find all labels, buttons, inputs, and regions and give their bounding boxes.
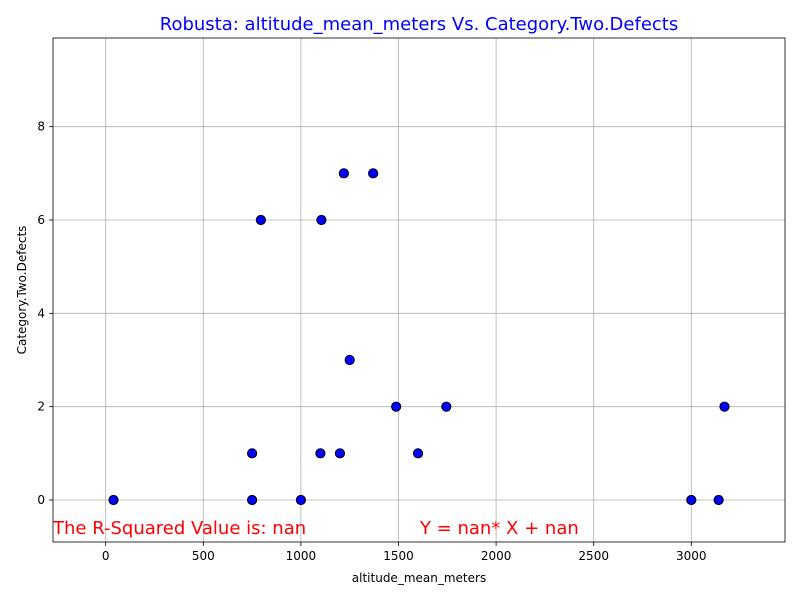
data-point	[334, 448, 346, 459]
data-point	[247, 448, 258, 459]
y-tick-label: 6	[37, 213, 45, 227]
y-tick-label: 4	[37, 306, 45, 320]
y-tick-label: 8	[37, 120, 45, 134]
data-point	[315, 448, 326, 459]
axis-ticks: 0 500 1000 1500 2000 2500 3000 0 2 4 6 8	[37, 120, 706, 563]
x-axis-label: altitude_mean_meters	[352, 571, 486, 585]
y-axis-label: Category.Two.Defects	[15, 226, 29, 355]
data-point	[247, 494, 258, 506]
data-point	[412, 448, 424, 459]
data-point	[108, 494, 119, 506]
x-tick-label: 2000	[481, 549, 512, 563]
chart-title: Robusta: altitude_mean_meters Vs. Catego…	[160, 14, 678, 35]
data-points	[108, 168, 730, 506]
grid	[53, 38, 785, 542]
x-tick-label: 500	[192, 549, 215, 563]
annotation-text: Y = nan* X + nan	[419, 518, 579, 539]
x-tick-label: 2500	[578, 549, 609, 563]
data-point	[295, 494, 307, 506]
data-point	[391, 401, 402, 412]
data-point	[713, 494, 724, 506]
plot-frame	[52, 37, 786, 543]
data-point	[255, 214, 266, 226]
data-point	[338, 168, 349, 179]
annotations: The R-Squared Value is: nan Y = nan* X + …	[52, 518, 579, 539]
data-point	[368, 168, 379, 179]
x-tick-label: 1000	[286, 549, 317, 563]
x-tick-label: 0	[102, 549, 110, 563]
y-tick-label: 2	[37, 400, 45, 414]
annotation-text: The R-Squared Value is: nan	[52, 518, 306, 539]
data-point	[316, 214, 327, 226]
data-point	[344, 354, 355, 366]
data-point	[686, 494, 697, 506]
x-tick-label: 1500	[383, 549, 414, 563]
y-tick-label: 0	[37, 493, 45, 507]
data-point	[719, 401, 730, 412]
x-tick-label: 3000	[676, 549, 707, 563]
data-point	[441, 401, 452, 412]
